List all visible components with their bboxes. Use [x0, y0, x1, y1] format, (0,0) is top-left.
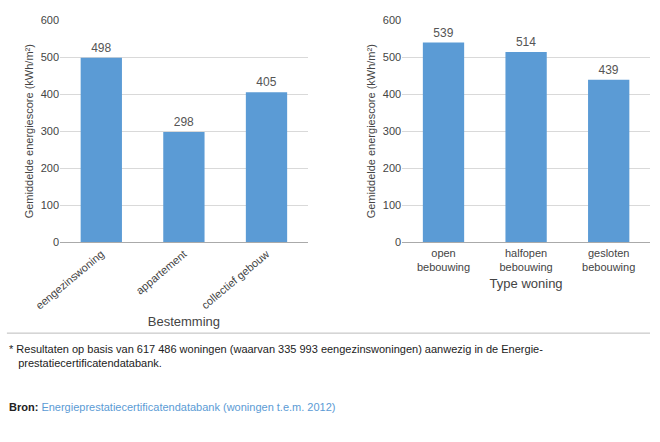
svg-text:Bron: Energieprestatiecertific: Bron: Energieprestatiecertificatendataba…	[9, 401, 336, 413]
svg-text:298: 298	[174, 115, 194, 129]
svg-text:514: 514	[516, 35, 536, 49]
svg-text:appartement: appartement	[134, 248, 189, 297]
svg-text:0: 0	[395, 236, 401, 248]
svg-text:400: 400	[41, 88, 59, 100]
svg-text:0: 0	[53, 236, 59, 248]
svg-text:Type woning: Type woning	[490, 276, 563, 291]
svg-text:openbebouwing: openbebouwing	[417, 247, 470, 273]
svg-text:200: 200	[383, 162, 401, 174]
svg-text:300: 300	[383, 125, 401, 137]
svg-text:eengezinswoning: eengezinswoning	[33, 248, 106, 312]
svg-text:600: 600	[41, 14, 59, 26]
svg-text:100: 100	[41, 199, 59, 211]
svg-text:* Resultaten op basis van 617: * Resultaten op basis van 617 486 woning…	[9, 343, 543, 369]
svg-text:600: 600	[383, 14, 401, 26]
svg-text:300: 300	[41, 125, 59, 137]
svg-text:Bestemming: Bestemming	[148, 314, 220, 329]
svg-text:400: 400	[383, 88, 401, 100]
svg-text:439: 439	[599, 63, 619, 77]
svg-text:collectief gebouw: collectief gebouw	[199, 248, 271, 311]
svg-text:200: 200	[41, 162, 59, 174]
svg-text:498: 498	[91, 41, 111, 55]
svg-text:100: 100	[383, 199, 401, 211]
svg-text:539: 539	[433, 26, 453, 40]
svg-text:500: 500	[41, 51, 59, 63]
svg-text:500: 500	[383, 51, 401, 63]
svg-text:405: 405	[256, 75, 276, 89]
svg-text:Gemiddelde energiescore (kWh/m: Gemiddelde energiescore (kWh/m²)	[365, 44, 377, 218]
svg-text:Gemiddelde energiescore (kWh/m: Gemiddelde energiescore (kWh/m²)	[23, 44, 35, 218]
svg-text:halfopenbebouwing: halfopenbebouwing	[499, 247, 552, 273]
svg-text:geslotenbebouwing: geslotenbebouwing	[582, 247, 635, 273]
